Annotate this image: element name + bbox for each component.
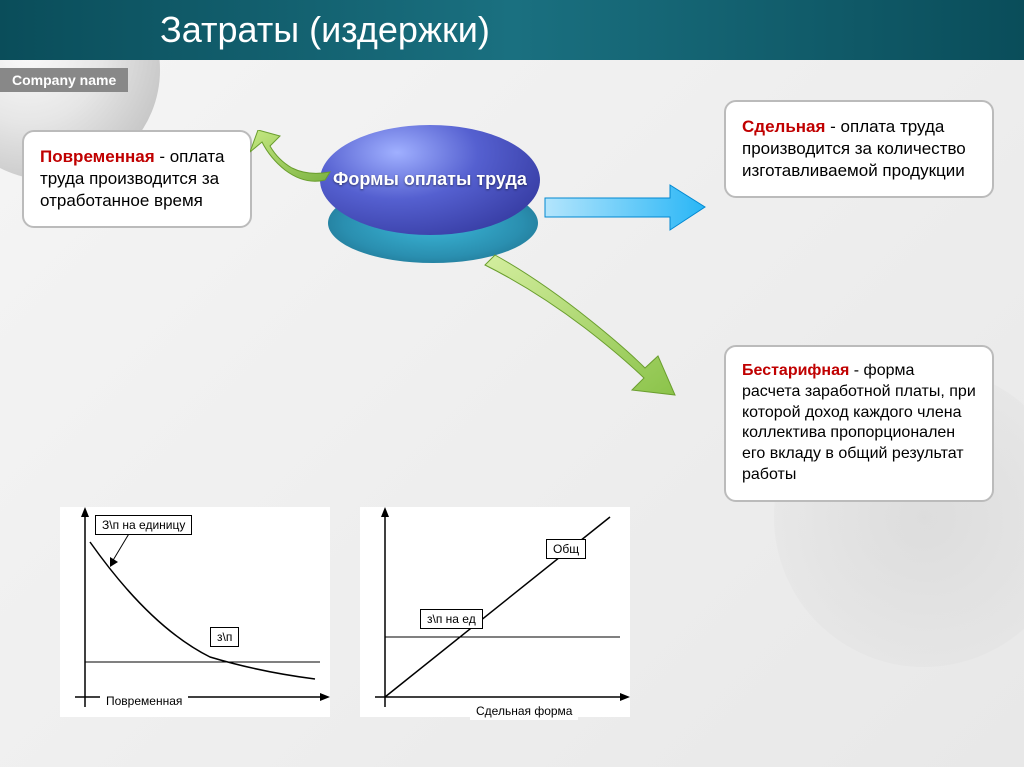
ellipse-text: Формы оплаты труда xyxy=(333,169,527,191)
arrow-green-down-icon xyxy=(480,250,680,400)
chart2-label-top: Общ xyxy=(546,539,586,559)
chart2-svg xyxy=(360,507,630,717)
box-bestarifnaya: Бестарифная - форма расчета заработной п… xyxy=(724,345,994,502)
company-name-label: Company name xyxy=(0,68,128,92)
text-bestarifnaya: - форма расчета заработной платы, при ко… xyxy=(742,362,976,483)
center-ellipse: Формы оплаты труда xyxy=(320,125,540,245)
chart1-label-bottom: Повременная xyxy=(100,692,188,710)
arrow-blue-right-icon xyxy=(540,180,710,240)
chart1-label-mid: з\п xyxy=(210,627,239,647)
chart2-label-bottom: Сдельная форма xyxy=(470,702,578,720)
arrow-green-left-icon xyxy=(250,130,335,200)
chart1-svg xyxy=(60,507,330,717)
ellipse-main: Формы оплаты труда xyxy=(320,125,540,235)
keyword-povremennaya: Повременная xyxy=(40,147,155,166)
chart2-label-mid: з\п на ед xyxy=(420,609,483,629)
box-povremennaya: Повременная - оплата труда производится … xyxy=(22,130,252,228)
chart-povremennaya: З\п на единицу з\п Повременная xyxy=(60,507,330,717)
box-sdelnaya: Сдельная - оплата труда производится за … xyxy=(724,100,994,198)
title-bar: Затраты (издержки) xyxy=(0,0,1024,60)
keyword-sdelnaya: Сдельная xyxy=(742,117,825,136)
chart-sdelnaya: Общ з\п на ед Сдельная форма xyxy=(360,507,630,717)
keyword-bestarifnaya: Бестарифная xyxy=(742,362,849,379)
chart1-label-top: З\п на единицу xyxy=(95,515,192,535)
chart-area: З\п на единицу з\п Повременная Общ з\п н… xyxy=(30,487,650,737)
page-title: Затраты (издержки) xyxy=(160,9,490,51)
